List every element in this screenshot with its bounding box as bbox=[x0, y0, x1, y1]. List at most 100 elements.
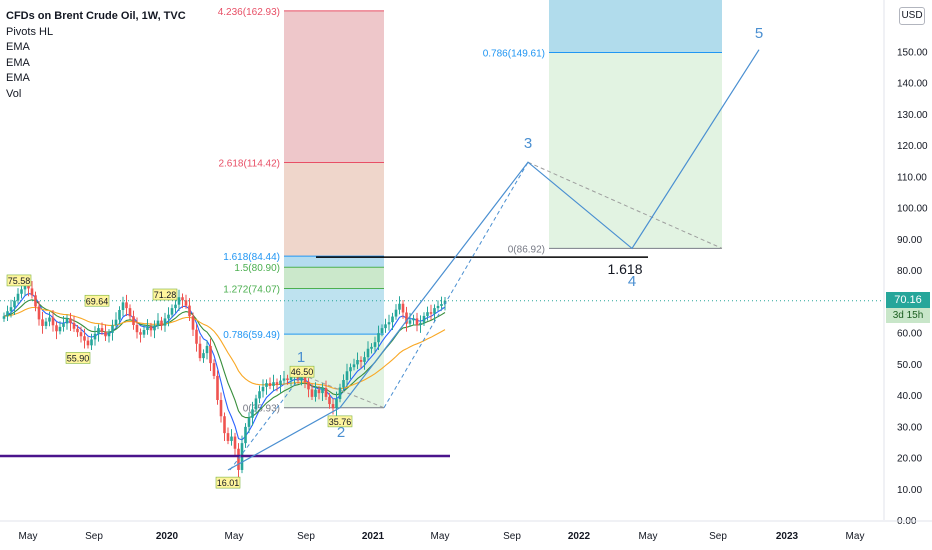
projection-level-label: 0(86.92) bbox=[508, 244, 545, 255]
fib-level-label: 1.5(80.90) bbox=[234, 263, 280, 274]
candle-body bbox=[174, 304, 177, 309]
candle-body bbox=[132, 316, 135, 325]
drawings[interactable]: 1.618 1 2 3 4 5 bbox=[0, 25, 884, 471]
candle-body bbox=[261, 386, 265, 392]
indicator-ema-1[interactable]: EMA bbox=[6, 41, 30, 53]
fib-extension-tool[interactable]: 4.236(162.93)2.618(114.42)1.618(84.44)1.… bbox=[218, 7, 384, 415]
candle-body bbox=[62, 323, 65, 327]
pivot-box bbox=[6, 274, 32, 287]
candle-body bbox=[20, 289, 23, 294]
time-tick-label: Sep bbox=[297, 531, 315, 542]
candle-body bbox=[58, 326, 62, 332]
fib-projection-tool[interactable]: 0.786(149.61) 0(86.92) bbox=[483, 0, 722, 255]
candle-body bbox=[13, 300, 16, 308]
candle-body bbox=[412, 318, 415, 321]
price-tick-label: 90.00 bbox=[897, 235, 922, 246]
indicator-ema-2[interactable]: EMA bbox=[6, 56, 30, 69]
time-tick-label: May bbox=[846, 531, 865, 542]
fib-zone bbox=[284, 162, 384, 257]
pivot-box bbox=[215, 476, 241, 489]
pivot-low-label: 55.90 bbox=[67, 353, 90, 363]
candle-body bbox=[184, 300, 188, 306]
currency-button[interactable]: USD bbox=[899, 7, 925, 25]
pivot-labels: 75.58 55.90 69.64 71.28 16.01 46.50 35.76 bbox=[6, 274, 353, 489]
time-tick-label: May bbox=[639, 531, 658, 542]
candle-body bbox=[345, 371, 349, 380]
fib-zone bbox=[284, 288, 384, 335]
trend-dashed-line bbox=[229, 374, 303, 471]
candle-body bbox=[247, 417, 251, 427]
candle-body bbox=[307, 381, 310, 390]
candle-body bbox=[93, 333, 97, 340]
candle-body bbox=[394, 309, 398, 317]
indicator-pivots-hl[interactable]: Pivots HL bbox=[6, 25, 54, 38]
pivot-high-label: 75.58 bbox=[8, 276, 31, 286]
projection-zone bbox=[549, 52, 722, 249]
candle-body bbox=[436, 305, 440, 309]
time-tick-label: May bbox=[225, 531, 244, 542]
candle-body bbox=[37, 306, 41, 320]
candle-body bbox=[209, 345, 212, 364]
candle-body bbox=[90, 339, 93, 346]
candle-body bbox=[443, 300, 447, 305]
candle-body bbox=[349, 367, 352, 372]
indicator-volume[interactable]: Vol bbox=[6, 87, 22, 100]
candle-body bbox=[111, 325, 114, 333]
candle-body bbox=[254, 398, 258, 410]
time-axis[interactable]: May Sep 2020 May Sep 2021 May Sep 2022 May Sep 2023… bbox=[0, 520, 932, 542]
price-tick-label: 110.00 bbox=[897, 172, 927, 183]
symbol-title[interactable]: CFDs on Brent Crude Oil, 1W, TVC bbox=[6, 10, 186, 22]
candle-body bbox=[268, 383, 272, 386]
trend-dashed-line bbox=[301, 374, 385, 409]
candle-body bbox=[384, 324, 387, 329]
candle-body bbox=[177, 297, 181, 305]
candle-body bbox=[342, 380, 345, 388]
candle-body bbox=[205, 345, 209, 354]
time-tick-label: Sep bbox=[709, 531, 727, 542]
candle-body bbox=[387, 322, 391, 325]
candle-body bbox=[86, 340, 90, 346]
candle-body bbox=[121, 302, 125, 310]
pivot-high-label: 71.28 bbox=[154, 290, 177, 300]
fib-level-label: 4.236(162.93) bbox=[218, 7, 280, 18]
price-axis[interactable]: 0.0010.0020.0030.0040.0050.0060.0070.008… bbox=[883, 0, 928, 527]
candle-body bbox=[135, 325, 139, 333]
candle-body bbox=[226, 433, 230, 441]
fib-level-label: 2.618(114.42) bbox=[218, 158, 280, 169]
price-tick-label: 50.00 bbox=[897, 360, 922, 371]
candle-body bbox=[163, 318, 167, 326]
candle-body bbox=[34, 295, 37, 307]
candle-body bbox=[359, 360, 363, 362]
candle-body bbox=[363, 357, 366, 362]
pivot-box bbox=[65, 352, 91, 364]
candle-body bbox=[426, 312, 429, 316]
candle-body bbox=[48, 317, 51, 322]
candle-body bbox=[366, 348, 370, 358]
candle-body bbox=[6, 311, 9, 317]
candle-body bbox=[191, 316, 195, 330]
pivot-high-label: 46.50 bbox=[291, 367, 314, 377]
candle-body bbox=[100, 328, 104, 332]
candle-body bbox=[370, 346, 373, 349]
candle-body bbox=[23, 283, 27, 290]
fib-zone bbox=[284, 256, 384, 268]
ema-slow-line bbox=[3, 306, 446, 390]
candle-body bbox=[286, 378, 289, 380]
candle-body bbox=[2, 316, 6, 319]
fib-zone bbox=[284, 10, 384, 163]
pivot-low-label: 35.76 bbox=[329, 417, 352, 427]
candle-body bbox=[391, 316, 394, 323]
price-tick-label: 100.00 bbox=[897, 204, 928, 215]
candle-body bbox=[321, 388, 324, 394]
wave-label-2: 2 bbox=[337, 424, 345, 441]
candle-body bbox=[202, 353, 205, 359]
candle-body bbox=[167, 314, 170, 319]
candle-body bbox=[401, 303, 405, 313]
indicator-ema-3[interactable]: EMA bbox=[6, 72, 30, 84]
candle-body bbox=[300, 376, 303, 381]
chart-legend: CFDs on Brent Crude Oil, 1W, TVC Pivots … bbox=[6, 9, 186, 102]
candle-body bbox=[422, 315, 426, 323]
candle-body bbox=[303, 376, 307, 382]
candle-body bbox=[139, 332, 142, 335]
